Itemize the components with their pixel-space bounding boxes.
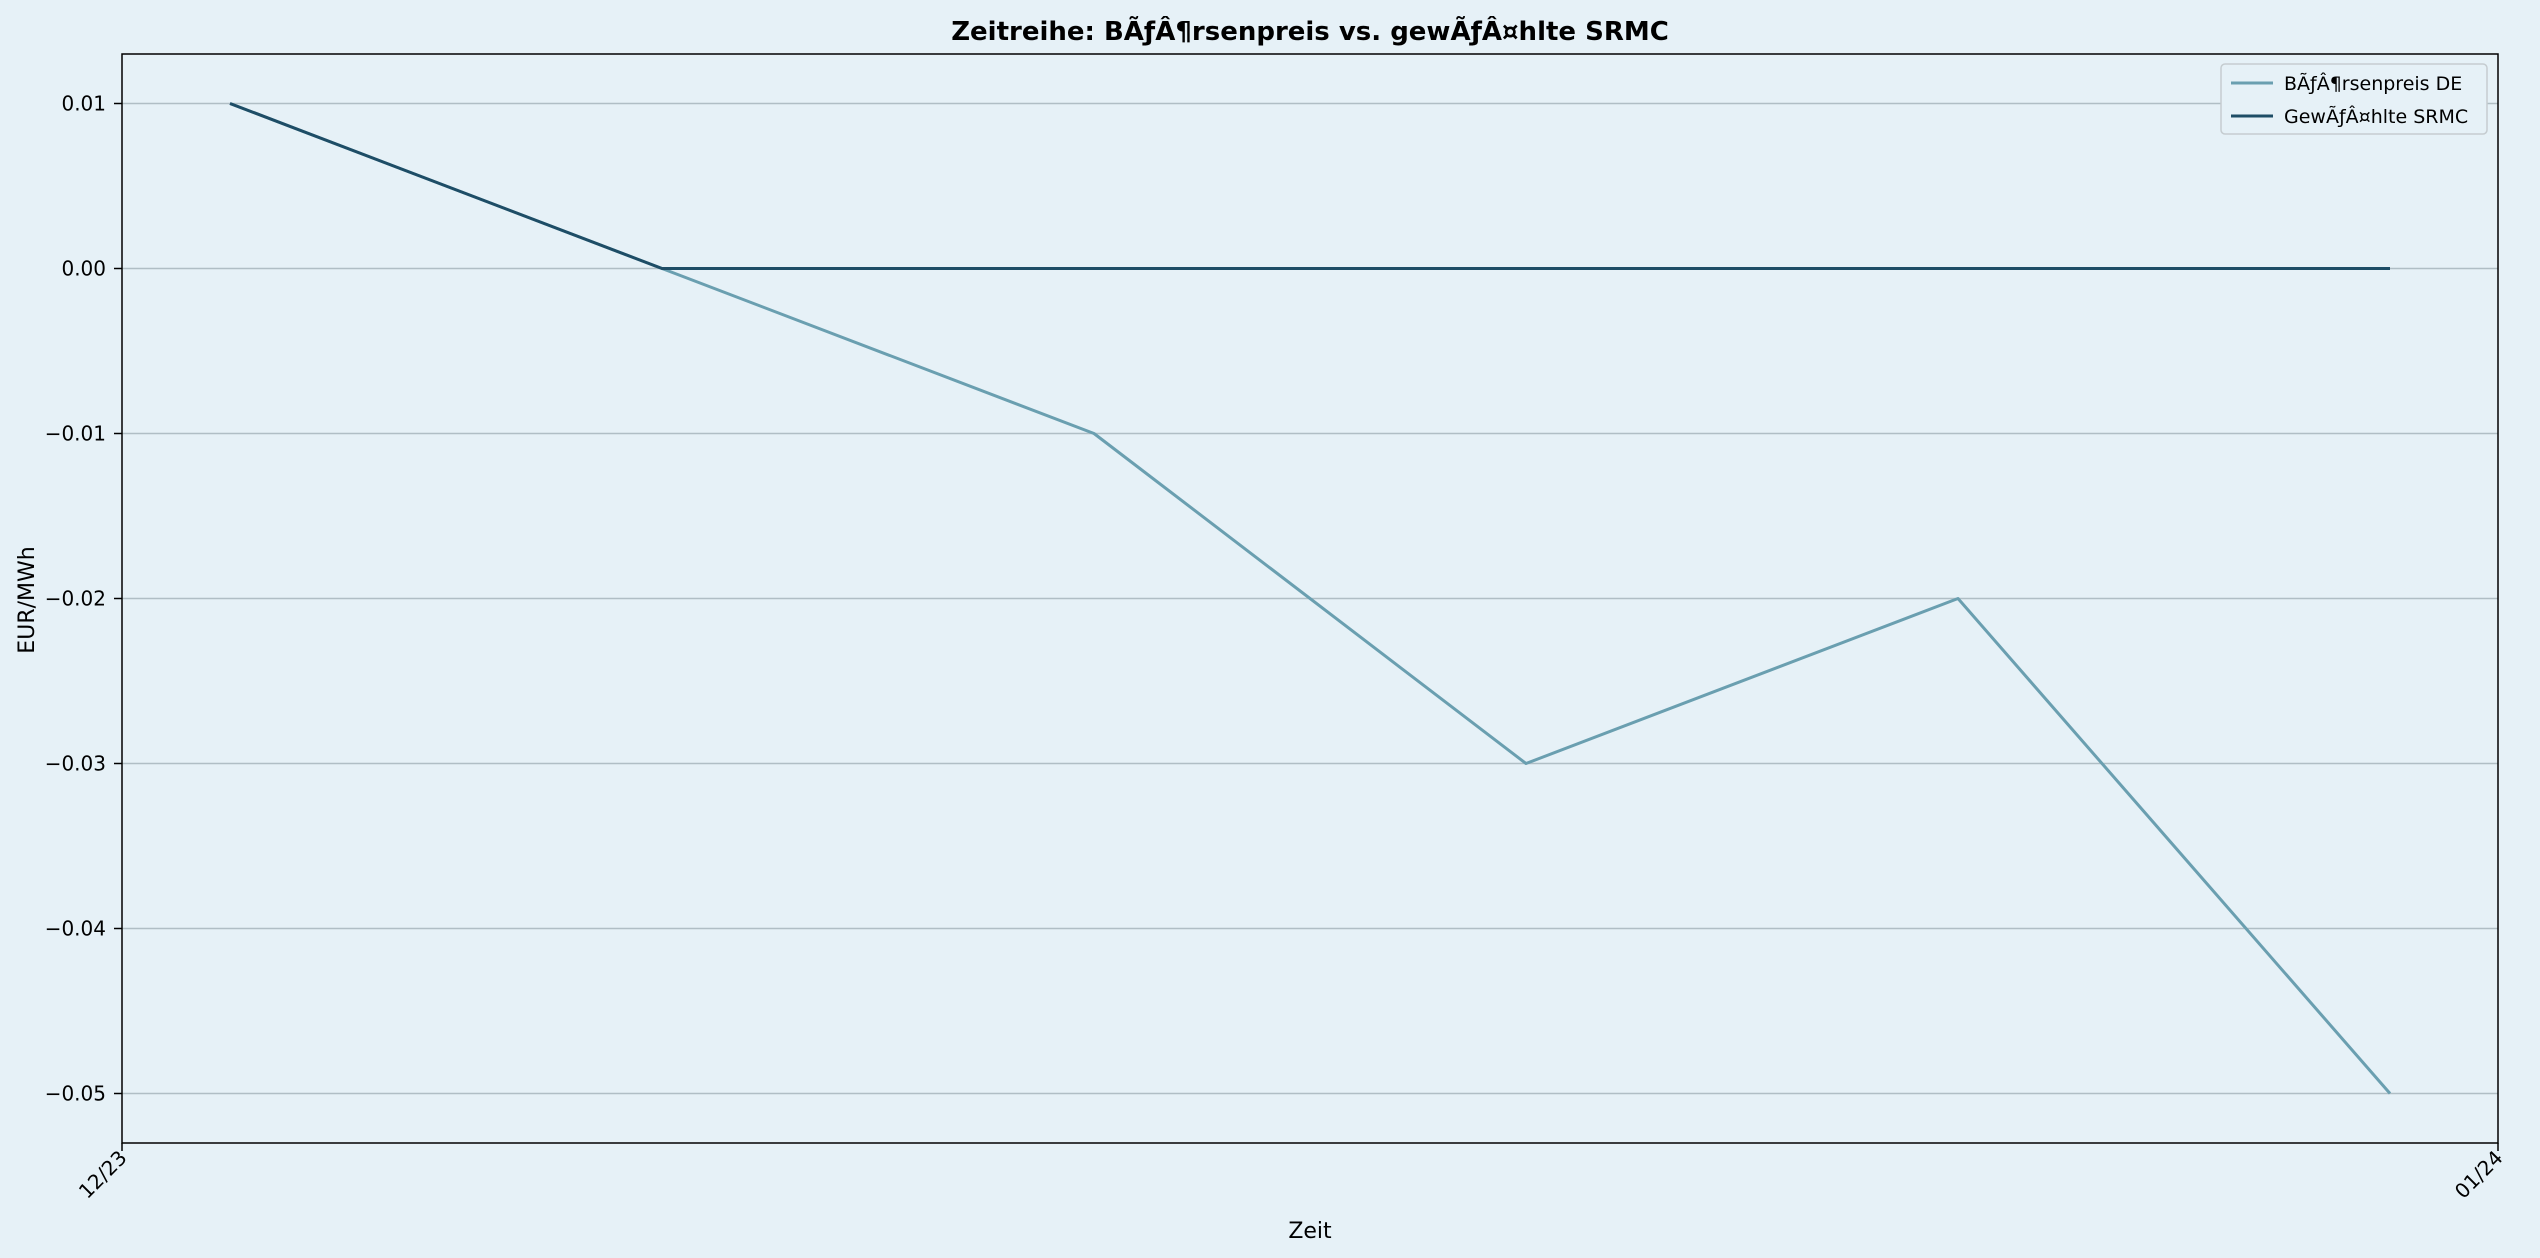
y-tick-label: 0.01 [61,92,106,116]
y-tick-label: −0.03 [45,752,106,776]
legend-label-srmc: GewÃƒÂ¤hlte SRMC [2284,105,2468,128]
x-tick-label: 01/24 [2450,1146,2508,1204]
y-tick-label: −0.01 [45,422,106,446]
y-axis-label: EUR/MWh [15,546,40,653]
series-lines [229,102,2392,1095]
y-tick-label: 0.00 [61,257,106,281]
y-tick-label: −0.05 [45,1082,106,1106]
y-axis: 0.01 0.00 −0.01 −0.02 −0.03 −0.04 −0.05 [45,92,122,1106]
legend: BÃƒÂ¶rsenpreis DE GewÃƒÂ¤hlte SRMC [2220,63,2488,135]
x-tick-label: 12/23 [74,1146,132,1204]
x-axis-label: Zeit [1288,1219,1332,1244]
series-line-srmc [229,102,2390,270]
legend-label-boersenpreis: BÃƒÂ¶rsenpreis DE [2284,72,2462,95]
y-tick-label: −0.04 [45,917,106,941]
legend-box [2220,63,2488,135]
y-tick-label: −0.02 [45,587,106,611]
chart-title: Zeitreihe: BÃƒÂ¶rsenpreis vs. gewÃƒÂ¤hlt… [951,15,1669,47]
x-axis: 12/23 01/24 [74,1143,2508,1203]
